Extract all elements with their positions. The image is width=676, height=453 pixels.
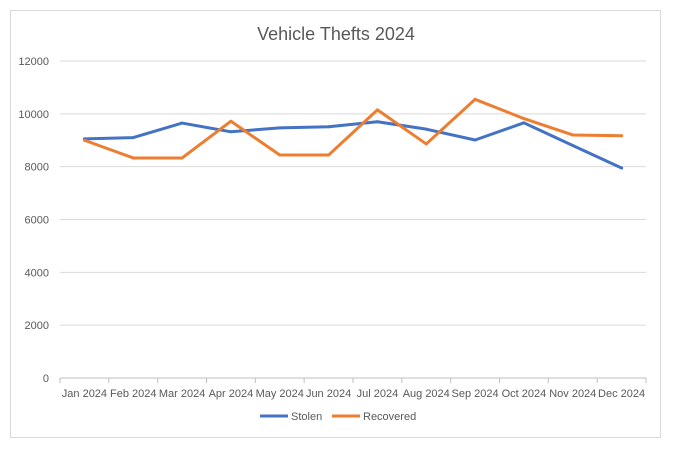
- data-point: [473, 97, 477, 101]
- x-tick-label: May 2024: [256, 388, 304, 400]
- data-point: [473, 138, 477, 142]
- data-point: [327, 125, 331, 129]
- gridlines: [60, 60, 646, 379]
- legend-item-recovered: Recovered: [332, 411, 416, 423]
- data-point: [180, 121, 184, 125]
- x-tick-label: Sep 2024: [452, 388, 499, 400]
- data-point: [424, 127, 428, 131]
- x-tick-label: Oct 2024: [502, 388, 547, 400]
- series-line-stolen: [82, 120, 624, 170]
- data-point: [522, 121, 526, 125]
- y-tick-label: 0: [43, 373, 49, 385]
- y-axis-ticks: 0 2000 4000 6000 8000 10000 12000: [18, 56, 49, 385]
- y-tick-label: 4000: [25, 267, 49, 279]
- data-point: [571, 144, 575, 148]
- series-stolen: [82, 120, 624, 170]
- data-point: [375, 108, 379, 112]
- x-tick-label: Dec 2024: [598, 388, 645, 400]
- data-point: [375, 120, 379, 124]
- data-point: [522, 117, 526, 121]
- data-point: [229, 119, 233, 123]
- data-point: [82, 138, 86, 142]
- x-tick-label: Aug 2024: [403, 388, 450, 400]
- chart-title: Vehicle Thefts 2024: [257, 24, 415, 44]
- data-point: [620, 166, 624, 170]
- data-point: [131, 156, 135, 160]
- data-point: [571, 133, 575, 137]
- y-tick-label: 8000: [25, 162, 49, 174]
- series-line-recovered: [82, 97, 624, 160]
- data-point: [278, 126, 282, 130]
- legend: Stolen Recovered: [260, 411, 416, 423]
- data-point: [278, 153, 282, 157]
- x-tick-label: Jul 2024: [357, 388, 399, 400]
- y-tick-label: 12000: [18, 56, 49, 68]
- data-point: [620, 134, 624, 138]
- x-tick-label: Jun 2024: [306, 388, 351, 400]
- data-point: [131, 136, 135, 140]
- data-point: [424, 142, 428, 146]
- y-tick-label: 2000: [25, 320, 49, 332]
- y-tick-label: 6000: [25, 215, 49, 227]
- x-axis-ticks: Jan 2024 Feb 2024 Mar 2024 Apr 2024 May 2024…: [59, 378, 647, 400]
- x-tick-label: Nov 2024: [549, 388, 596, 400]
- chart-frame: [10, 10, 661, 438]
- x-tick-label: Jan 2024: [62, 388, 107, 400]
- data-point: [229, 130, 233, 134]
- x-tick-label: Apr 2024: [209, 388, 254, 400]
- series-lines: [82, 97, 624, 170]
- x-tick-label: Feb 2024: [110, 388, 156, 400]
- y-tick-label: 10000: [18, 109, 49, 121]
- legend-label: Recovered: [363, 411, 416, 423]
- legend-item-stolen: Stolen: [260, 411, 322, 423]
- data-point: [180, 156, 184, 160]
- x-tick-label: Mar 2024: [159, 388, 205, 400]
- series-recovered: [82, 97, 624, 160]
- data-point: [327, 153, 331, 157]
- legend-label: Stolen: [291, 411, 322, 423]
